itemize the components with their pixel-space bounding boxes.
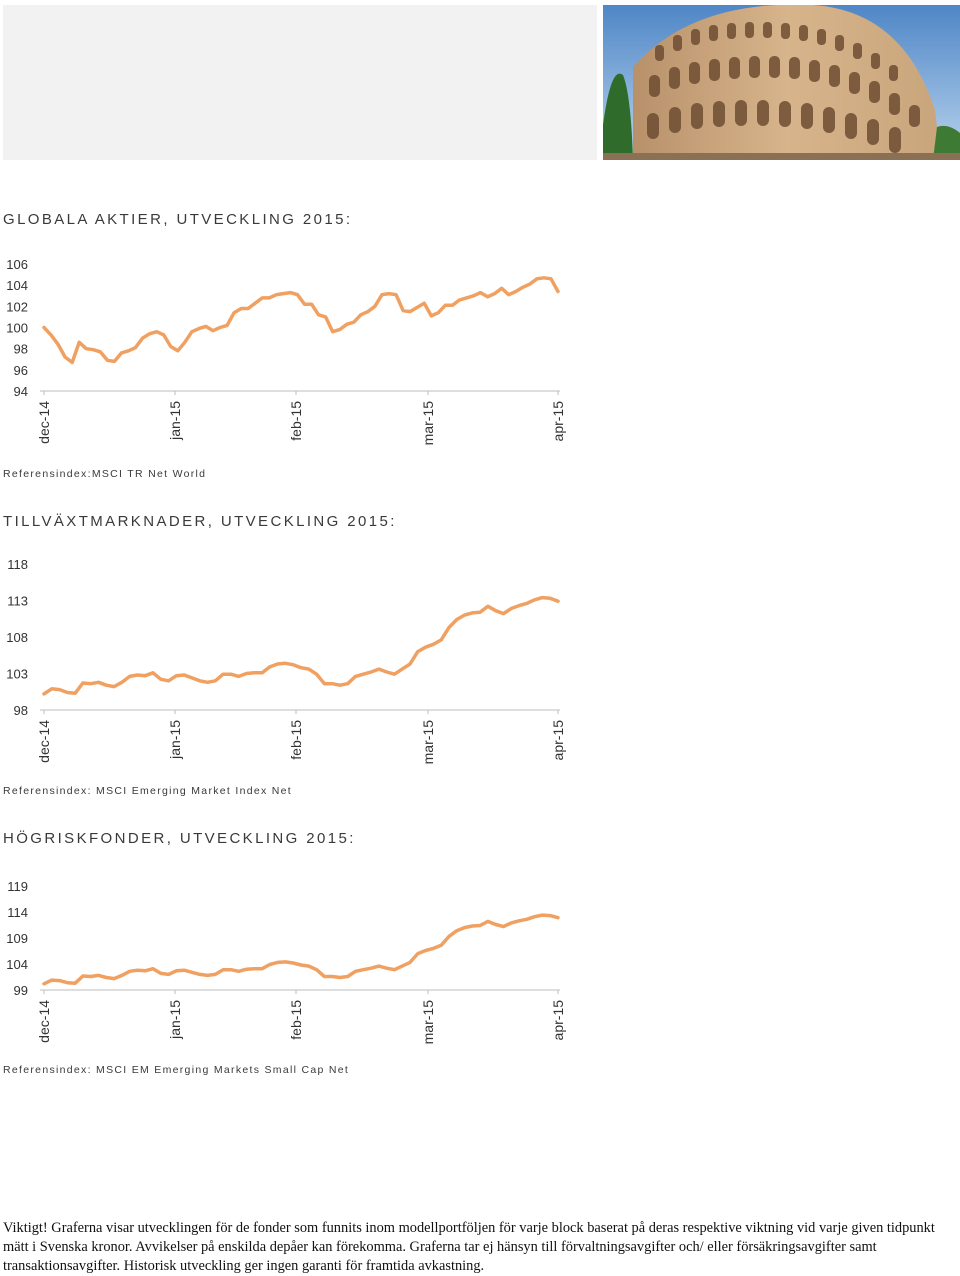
y-tick-label: 106 bbox=[6, 257, 28, 272]
line-chart: 118 113 108 103 98 dec-14 jan-15 feb-15 mar-15 ap… bbox=[6, 557, 566, 765]
section-title-globala-aktier: GLOBALA AKTIER, UTVECKLING 2015: bbox=[3, 211, 353, 228]
chart-globala-aktier: 106 104 102 100 98 96 94 dec-14 jan-15 feb-15 mar-… bbox=[0, 250, 580, 455]
line-chart: 106 104 102 100 98 96 94 dec-14 jan-15 feb-15 mar-… bbox=[6, 257, 566, 446]
chart-tillvaxtmarknader: 118 113 108 103 98 dec-14 jan-15 feb-15 mar-15 ap… bbox=[0, 550, 580, 772]
y-tick-label: 113 bbox=[7, 594, 28, 609]
y-tick-label: 104 bbox=[6, 278, 28, 293]
x-tick-label: mar-15 bbox=[420, 401, 436, 446]
y-tick-label: 99 bbox=[14, 983, 28, 998]
y-tick-label: 109 bbox=[6, 931, 28, 946]
y-tick-label: 119 bbox=[7, 879, 28, 894]
section-title-tillvaxtmarknader: TILLVÄXTMARKNADER, UTVECKLING 2015: bbox=[3, 513, 397, 530]
line-chart: 119 114 109 104 99 dec-14 jan-15 feb-15 mar-15 ap… bbox=[6, 879, 566, 1045]
x-tick-label: feb-15 bbox=[288, 1000, 304, 1040]
x-tick-label: mar-15 bbox=[420, 720, 436, 765]
chart-hogriskfonder: 119 114 109 104 99 dec-14 jan-15 feb-15 mar-15 ap… bbox=[0, 872, 580, 1054]
x-tick-label: jan-15 bbox=[167, 401, 183, 441]
x-tick-label: apr-15 bbox=[550, 720, 566, 761]
y-tick-label: 96 bbox=[14, 363, 28, 378]
x-tick-label: jan-15 bbox=[167, 720, 183, 760]
x-tick-label: feb-15 bbox=[288, 401, 304, 441]
reference-index-tillvaxt: Referensindex: MSCI Emerging Market Inde… bbox=[3, 785, 293, 797]
section-title-hogriskfonder: HÖGRISKFONDER, UTVECKLING 2015: bbox=[3, 830, 356, 847]
x-tick-label: dec-14 bbox=[36, 1000, 52, 1043]
y-tick-label: 108 bbox=[6, 630, 28, 645]
series-line bbox=[42, 913, 560, 986]
colosseum-photo bbox=[603, 5, 960, 160]
y-tick-label: 103 bbox=[6, 667, 28, 682]
reference-index-hogrisk: Referensindex: MSCI EM Emerging Markets … bbox=[3, 1064, 350, 1076]
header-band bbox=[3, 5, 597, 160]
x-tick-label: feb-15 bbox=[288, 720, 304, 760]
x-tick-label: apr-15 bbox=[550, 1000, 566, 1041]
y-tick-label: 114 bbox=[7, 905, 28, 920]
y-tick-label: 100 bbox=[6, 321, 28, 336]
y-tick-label: 98 bbox=[14, 342, 28, 357]
x-tick-label: mar-15 bbox=[420, 1000, 436, 1045]
x-tick-label: apr-15 bbox=[550, 401, 566, 442]
x-tick-label: dec-14 bbox=[36, 401, 52, 444]
reference-index-globala: Referensindex:MSCI TR Net World bbox=[3, 468, 207, 480]
y-tick-label: 102 bbox=[6, 299, 28, 314]
y-tick-label: 104 bbox=[6, 957, 28, 972]
x-tick-label: dec-14 bbox=[36, 720, 52, 763]
y-tick-label: 98 bbox=[14, 703, 28, 718]
series-line bbox=[42, 276, 560, 365]
series-line bbox=[42, 595, 560, 696]
disclaimer-text: Viktigt! Graferna visar utvecklingen för… bbox=[3, 1220, 935, 1274]
x-tick-label: jan-15 bbox=[167, 1000, 183, 1040]
y-tick-label: 118 bbox=[7, 557, 28, 572]
y-tick-label: 94 bbox=[14, 384, 28, 399]
